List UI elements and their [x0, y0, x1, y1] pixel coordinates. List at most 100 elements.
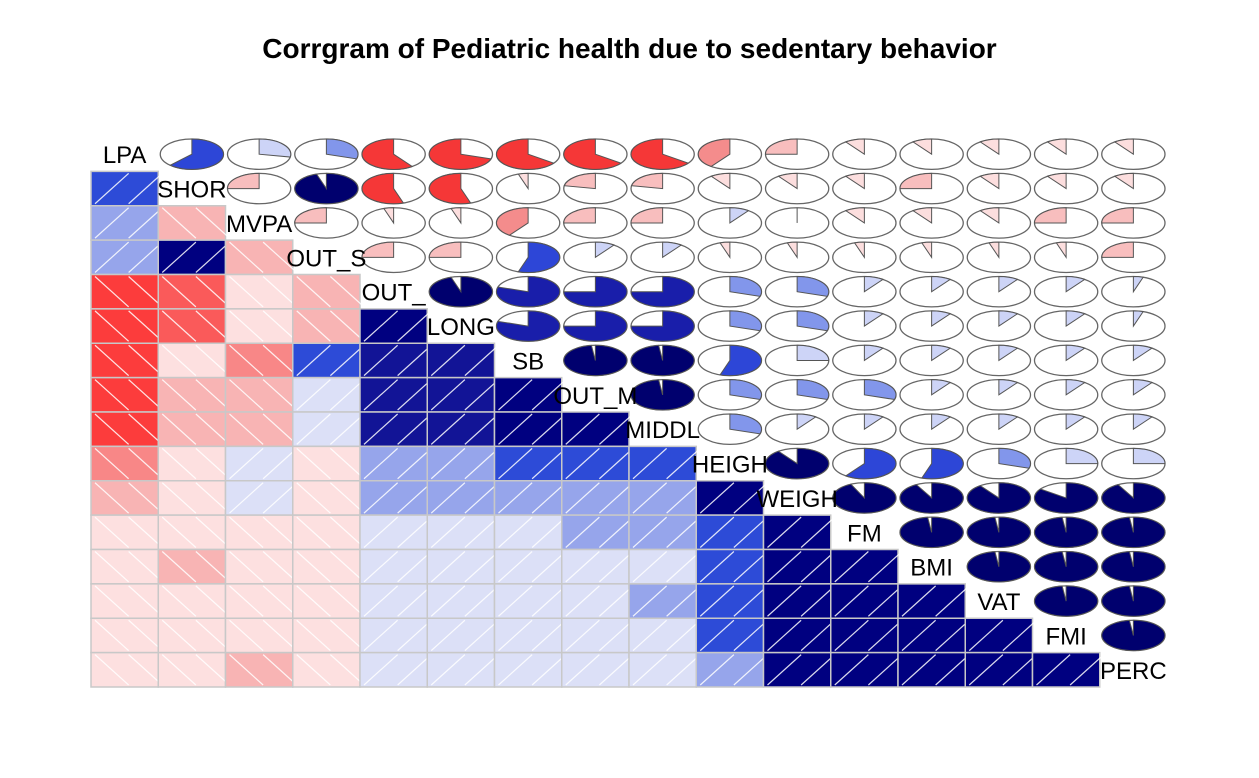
- shade-hatch-12-11-0: [834, 551, 869, 583]
- pie-slice-11-14: [1034, 516, 1099, 548]
- diagonal-label-14: FMI: [1045, 623, 1086, 650]
- shade-hatch-13-5-1: [464, 585, 499, 617]
- shade-hatch-8-2-1: [262, 413, 298, 445]
- shade-hatch-7-5-0: [430, 379, 466, 411]
- shade-hatch-4-3-0: [296, 276, 331, 308]
- shade-hatch-9-1-0: [161, 447, 197, 480]
- pie-slice-13-14: [1034, 585, 1099, 617]
- pie-slice-10-14: [1034, 482, 1099, 514]
- shade-hatch-11-10-1: [800, 516, 836, 548]
- shade-hatch-15-9-0: [699, 654, 735, 686]
- pie-slice-9-10: [765, 447, 830, 480]
- shade-hatch-10-9-1: [733, 482, 768, 514]
- shade-hatch-12-2-1: [262, 551, 298, 583]
- shade-hatch-7-6-1: [531, 379, 567, 411]
- shade-hatch-9-5-1: [464, 447, 499, 480]
- shade-hatch-14-2-1: [262, 619, 298, 652]
- shade-hatch-15-8-1: [666, 654, 701, 686]
- shade-hatch-13-6-1: [531, 585, 567, 617]
- diagonal-label-10: WEIGH: [756, 486, 837, 513]
- pie-slice-2-12: [911, 207, 933, 224]
- pie-slice-0-5: [428, 138, 492, 170]
- shade-hatch-5-1-0: [161, 310, 197, 342]
- pie-slice-4-13: [998, 275, 1019, 293]
- pie-slice-1-14: [1046, 172, 1067, 190]
- shade-hatch-14-5-1: [464, 619, 499, 652]
- shade-hatch-2-0-0: [94, 207, 130, 239]
- pie-slice-2-13: [979, 207, 1000, 224]
- shade-hatch-10-0-1: [128, 482, 163, 514]
- shade-hatch-6-1-1: [195, 344, 230, 377]
- shade-hatch-4-2-0: [229, 276, 264, 308]
- shade-hatch-14-8-1: [666, 619, 701, 652]
- shade-hatch-13-10-1: [800, 585, 836, 617]
- diagonal-label-11: FM: [847, 520, 882, 547]
- pie-slice-1-11: [844, 172, 865, 190]
- shade-hatch-9-0-0: [94, 447, 130, 480]
- shade-hatch-15-13-1: [1002, 654, 1037, 686]
- shade-hatch-5-2-0: [229, 310, 264, 342]
- pie-slice-0-15: [1113, 138, 1134, 156]
- shade-hatch-12-9-1: [733, 551, 768, 583]
- shade-hatch-11-1-0: [161, 516, 197, 548]
- shade-hatch-13-9-0: [699, 585, 735, 617]
- diagonal-label-2: MVPA: [226, 211, 292, 238]
- shade-hatch-14-4-1: [397, 619, 432, 652]
- upper-pie-panel: [159, 138, 1166, 652]
- shade-hatch-6-5-0: [430, 344, 466, 377]
- shade-hatch-12-9-0: [699, 551, 735, 583]
- shade-hatch-10-6-0: [498, 482, 533, 514]
- pie-slice-3-11: [853, 241, 865, 259]
- shade-hatch-12-3-0: [296, 551, 331, 583]
- shade-hatch-3-1-1: [195, 241, 230, 273]
- shade-hatch-10-3-0: [296, 482, 331, 514]
- pie-slice-4-9: [729, 275, 762, 297]
- shade-hatch-14-9-0: [699, 619, 735, 652]
- pie-slice-7-8: [630, 379, 695, 411]
- pie-slice-5-10: [796, 310, 830, 332]
- shade-hatch-14-1-0: [161, 619, 197, 652]
- pie-slice-2-7: [563, 207, 596, 224]
- shade-hatch-12-0-0: [94, 551, 130, 583]
- shade-hatch-3-2-1: [262, 241, 298, 273]
- shade-hatch-14-12-1: [935, 619, 970, 652]
- shade-hatch-9-8-0: [632, 447, 668, 480]
- shade-hatch-5-4-1: [397, 310, 432, 342]
- shade-hatch-15-10-1: [800, 654, 836, 686]
- pie-slice-8-11: [863, 413, 885, 431]
- pie-slice-3-6: [517, 241, 561, 273]
- shade-hatch-6-1-0: [161, 344, 197, 377]
- pie-slice-8-12: [931, 413, 952, 431]
- pie-slice-4-15: [1132, 275, 1145, 294]
- shade-hatch-15-12-1: [935, 654, 970, 686]
- shade-hatch-2-1-0: [161, 207, 197, 239]
- shade-hatch-14-0-1: [128, 619, 163, 652]
- shade-hatch-6-2-0: [229, 344, 264, 377]
- pie-slice-1-6: [517, 172, 529, 191]
- shade-hatch-15-3-1: [329, 654, 365, 686]
- shade-hatch-12-7-0: [565, 551, 600, 583]
- pie-slice-6-12: [931, 344, 952, 362]
- shade-hatch-15-5-1: [464, 654, 499, 686]
- shade-hatch-14-6-1: [531, 619, 567, 652]
- shade-hatch-13-1-1: [195, 585, 230, 617]
- shade-hatch-6-5-1: [464, 344, 499, 377]
- shade-hatch-8-5-0: [430, 413, 466, 445]
- pie-slice-1-5: [428, 172, 472, 205]
- shade-hatch-6-2-1: [262, 344, 298, 377]
- pie-slice-0-13: [979, 138, 1000, 156]
- shade-hatch-12-1-0: [161, 551, 197, 583]
- pie-slice-7-10: [796, 379, 830, 401]
- shade-hatch-4-1-1: [195, 276, 230, 308]
- shade-hatch-8-0-1: [128, 413, 163, 445]
- pie-slice-7-12: [931, 379, 952, 396]
- shade-hatch-11-5-0: [430, 516, 466, 548]
- shade-hatch-3-0-0: [94, 241, 130, 273]
- pie-slice-8-13: [998, 413, 1019, 431]
- shade-hatch-10-7-0: [565, 482, 600, 514]
- shade-hatch-7-3-1: [329, 379, 365, 411]
- shade-hatch-13-8-0: [632, 585, 668, 617]
- pie-slice-0-14: [1046, 138, 1067, 156]
- shade-hatch-11-6-0: [498, 516, 533, 548]
